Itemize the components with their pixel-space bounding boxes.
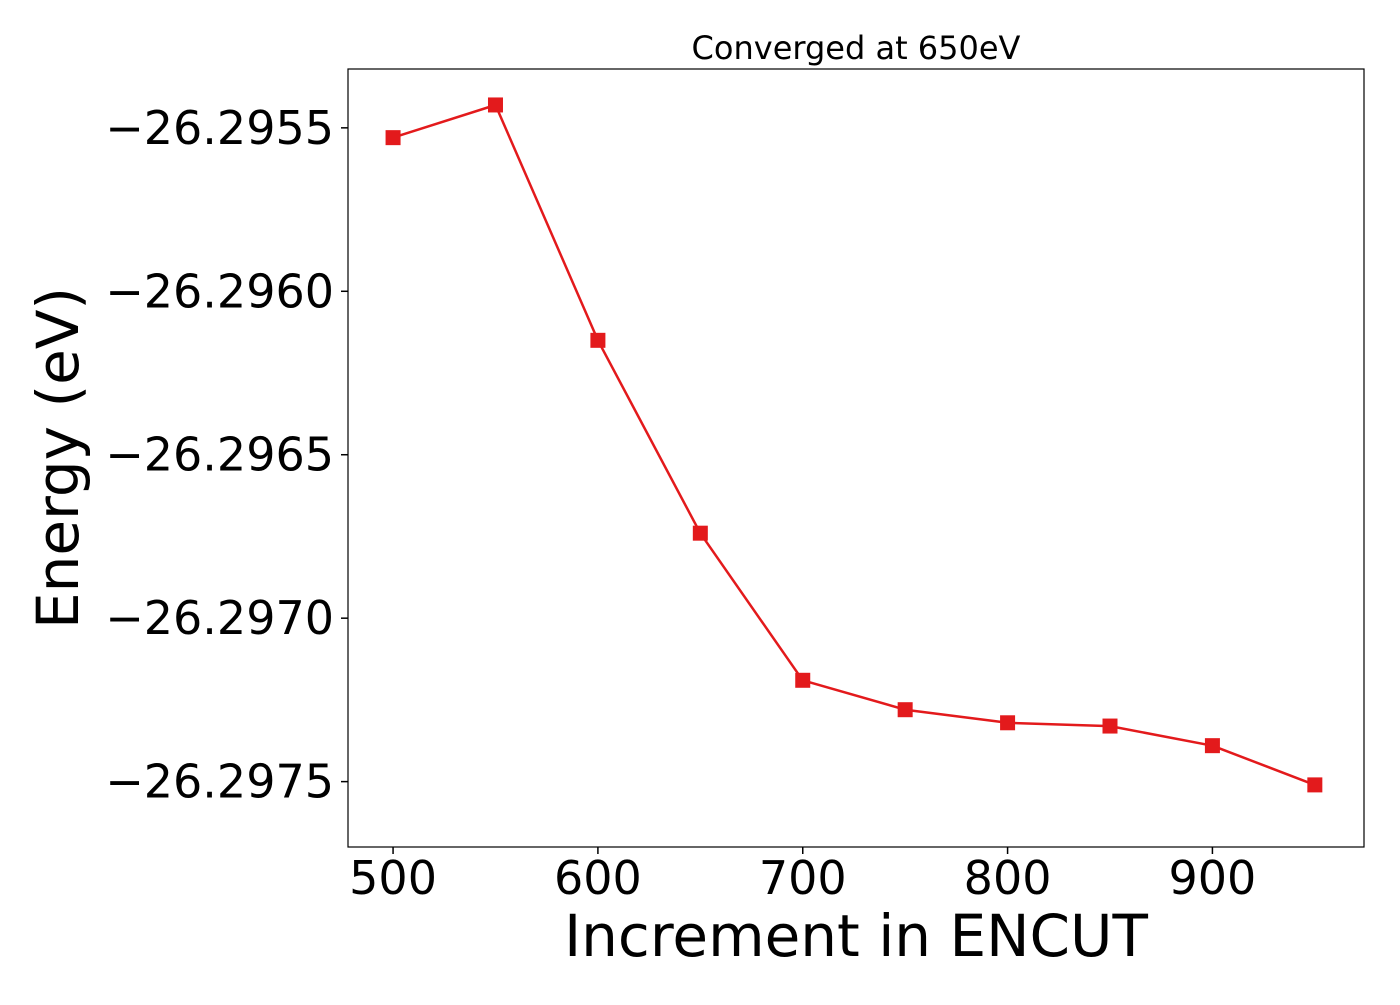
y-axis-ticks: −26.2955 −26.2960 −26.2965 −26.2970 −26.2975 [105, 101, 348, 809]
x-tick-label: 800 [964, 851, 1052, 905]
series-line [392, 103, 1316, 787]
x-tick-label: 900 [1169, 851, 1257, 905]
data-point-marker [385, 130, 401, 146]
x-axis-ticks: 500 600 700 800 900 [349, 847, 1256, 905]
data-point-marker [1102, 718, 1118, 734]
y-tick-label: −26.2960 [105, 264, 334, 318]
data-point-marker [692, 525, 708, 541]
x-tick-label: 700 [759, 851, 847, 905]
x-tick-label: 600 [554, 851, 642, 905]
x-tick-label: 500 [349, 851, 437, 905]
y-tick-label: −26.2970 [105, 591, 334, 645]
data-point-marker [487, 97, 503, 113]
data-point-marker [1000, 715, 1016, 731]
data-point-marker [1204, 738, 1220, 754]
y-tick-label: −26.2955 [105, 101, 334, 155]
data-point-marker [897, 702, 913, 718]
data-point-marker [1307, 777, 1323, 793]
data-point-marker [795, 672, 811, 688]
y-tick-label: −26.2975 [105, 755, 334, 809]
plot-frame [347, 68, 1365, 848]
data-point-marker [590, 332, 606, 348]
plot-area [347, 68, 1365, 848]
x-axis-title: Increment in ENCUT [564, 902, 1148, 970]
chart-title: Converged at 650eV [692, 29, 1021, 67]
y-tick-label: −26.2965 [105, 428, 334, 482]
y-axis-title: Energy (eV) [24, 287, 92, 629]
